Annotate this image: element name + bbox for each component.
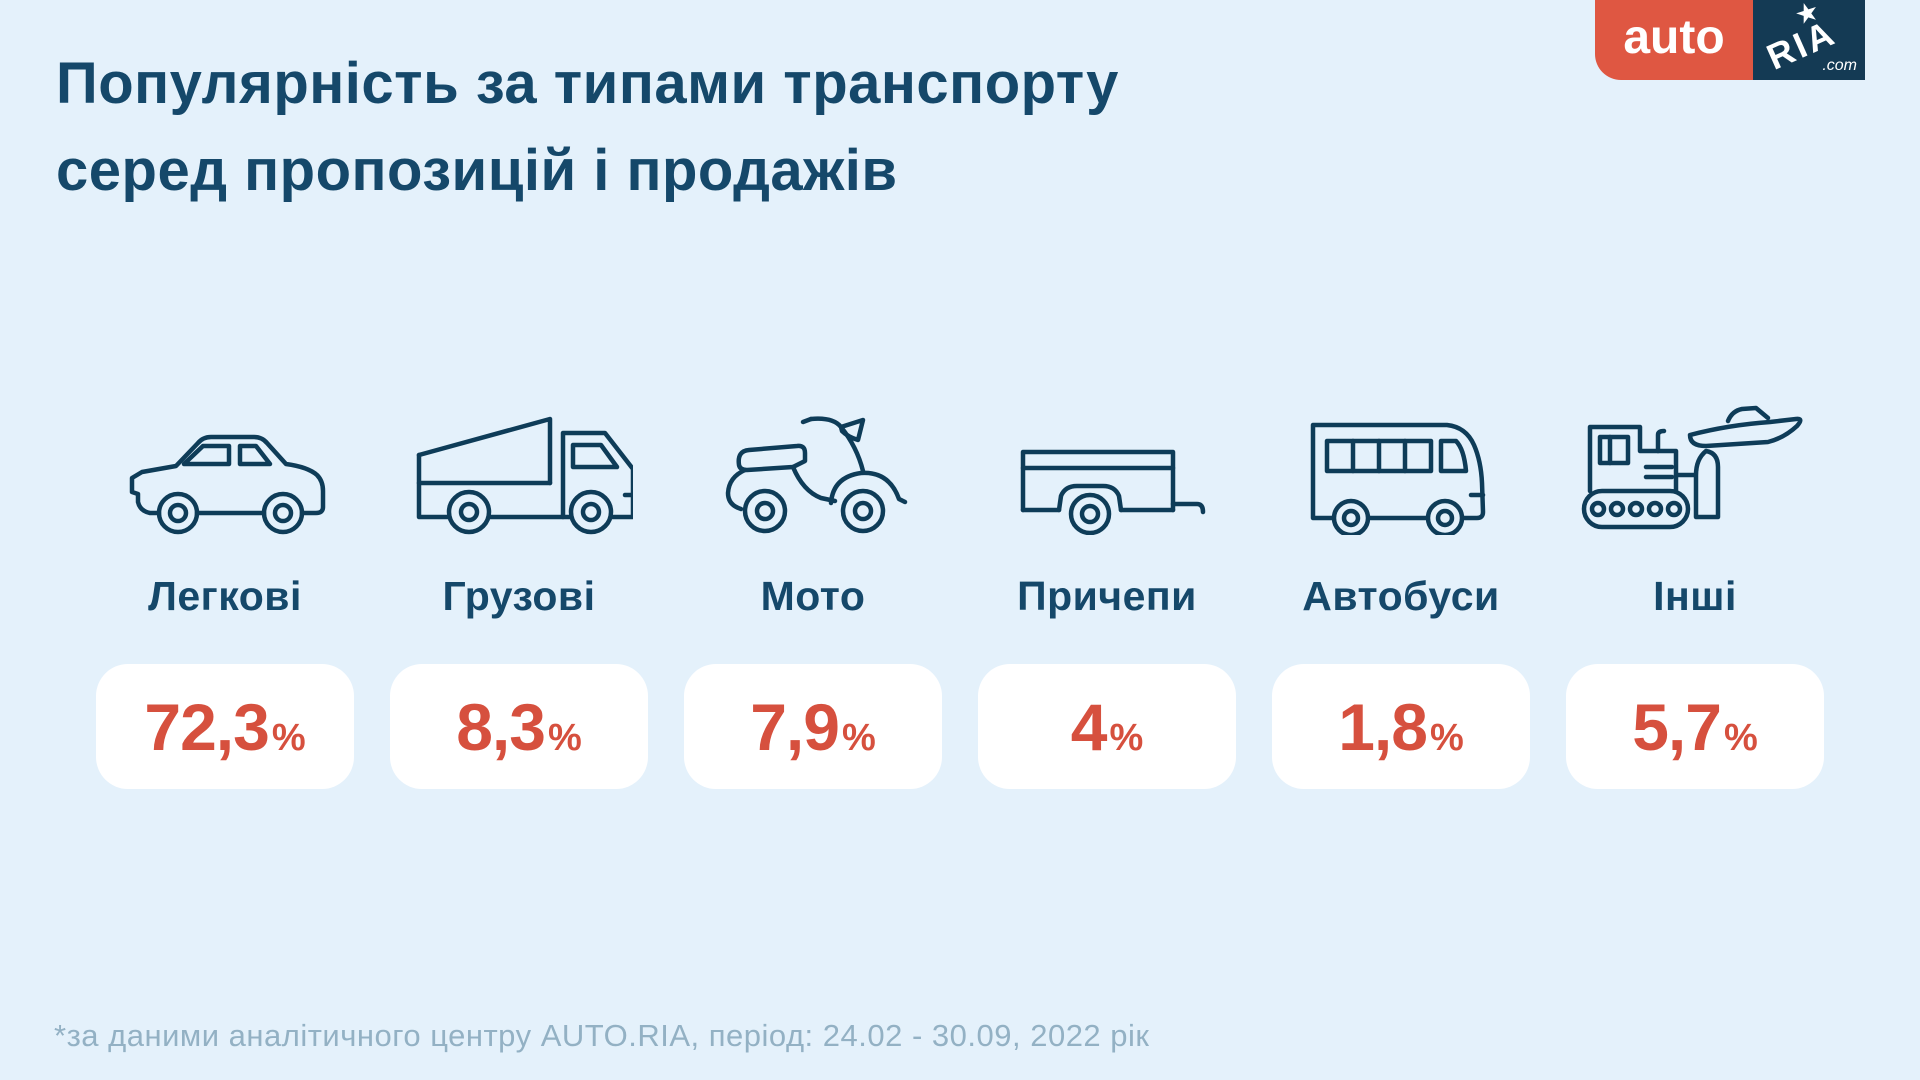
value-buses: 1,8 %: [1338, 689, 1464, 765]
value-unit-other: %: [1723, 716, 1758, 759]
value-chip-buses: 1,8 %: [1272, 664, 1530, 789]
column-buses: Автобуси 1,8 %: [1254, 385, 1548, 789]
page-title-line2: серед пропозицій і продажів: [56, 138, 898, 203]
logo-auto-text: auto: [1623, 10, 1725, 64]
value-chip-trailers: 4 %: [978, 664, 1236, 789]
label-trucks: Грузові: [442, 573, 596, 619]
value-trucks: 8,3 %: [456, 689, 582, 765]
page-title-line1: Популярність за типами транспорту: [56, 51, 1119, 116]
value-unit-trailers: %: [1109, 716, 1144, 759]
logo-auto-block: auto: [1595, 0, 1753, 80]
value-number-other: 5,7: [1632, 689, 1722, 764]
value-number-trailers: 4: [1070, 689, 1108, 764]
value-unit-moto: %: [841, 716, 876, 759]
value-unit-buses: %: [1429, 716, 1464, 759]
label-buses: Автобуси: [1302, 573, 1500, 619]
column-cars: Легкові 72,3 %: [78, 385, 372, 789]
autoria-logo: auto ★ RIA .com: [1595, 0, 1865, 80]
value-moto: 7,9 %: [750, 689, 876, 765]
bulldozer-boat-icon: [1581, 405, 1802, 530]
logo-ria-block: ★ RIA .com: [1753, 0, 1865, 80]
column-trucks: Грузові 8,3 %: [372, 385, 666, 789]
icon-box-cars: [120, 385, 330, 535]
vehicle-type-columns: Легкові 72,3 % Грузові 8: [78, 385, 1842, 789]
icon-box-buses: [1299, 385, 1504, 535]
icon-box-moto: [715, 385, 911, 535]
label-trailers: Причепи: [1017, 573, 1197, 619]
value-cars: 72,3 %: [144, 689, 305, 765]
icon-box-other: [1578, 385, 1813, 535]
icon-box-trailers: [1005, 385, 1210, 535]
scooter-icon: [725, 416, 908, 534]
value-unit-trucks: %: [547, 716, 582, 759]
value-chip-moto: 7,9 %: [684, 664, 942, 789]
column-other: Інші 5,7 %: [1548, 385, 1842, 789]
label-other: Інші: [1653, 573, 1737, 619]
trailer-icon: [1020, 449, 1205, 535]
value-number-trucks: 8,3: [456, 689, 546, 764]
value-number-moto: 7,9: [750, 689, 840, 764]
value-unit-cars: %: [271, 716, 306, 759]
bus-icon: [1310, 422, 1485, 535]
value-number-buses: 1,8: [1338, 689, 1428, 764]
icon-box-trucks: [405, 385, 633, 535]
value-other: 5,7 %: [1632, 689, 1758, 765]
label-moto: Мото: [760, 573, 866, 619]
truck-icon: [416, 416, 633, 535]
page-title: Популярність за типами транспорту серед …: [56, 40, 1119, 214]
logo-com-text: .com: [1822, 57, 1857, 74]
column-moto: Мото 7,9 %: [666, 385, 960, 789]
value-chip-cars: 72,3 %: [96, 664, 354, 789]
value-number-cars: 72,3: [144, 689, 269, 764]
value-chip-other: 5,7 %: [1566, 664, 1824, 789]
value-chip-trucks: 8,3 %: [390, 664, 648, 789]
footnote: *за даними аналітичного центру AUTO.RIA,…: [54, 1018, 1150, 1053]
column-trailers: Причепи 4 %: [960, 385, 1254, 789]
car-icon: [129, 434, 326, 535]
value-trailers: 4 %: [1071, 689, 1144, 765]
label-cars: Легкові: [148, 573, 302, 619]
